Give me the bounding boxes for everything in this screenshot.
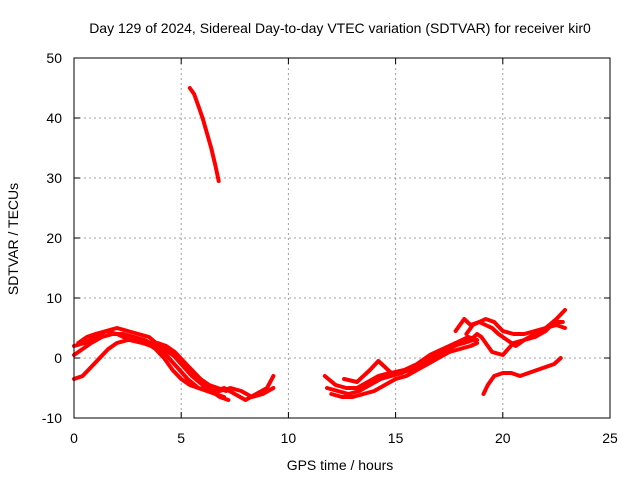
- x-tick-label: 15: [388, 430, 404, 446]
- series-line-track-14: [481, 356, 563, 396]
- x-axis-label: GPS time / hours: [287, 457, 394, 473]
- y-tick-labels: -10 0 10 20 30 40 50: [42, 50, 62, 426]
- x-tick-labels: 0 5 10 15 20 25: [70, 430, 618, 446]
- series-line-track-9: [329, 341, 480, 399]
- series-layer: [72, 86, 567, 402]
- ticks: [73, 57, 611, 419]
- x-tick-label: 20: [495, 430, 511, 446]
- y-tick-label: 50: [46, 50, 62, 66]
- y-tick-label: 30: [46, 170, 62, 186]
- y-tick-label: 10: [46, 290, 62, 306]
- x-tick-label: 0: [70, 430, 78, 446]
- series-line-track-5: [155, 341, 229, 393]
- series-line-track-6: [187, 86, 221, 183]
- grid: [74, 58, 610, 418]
- y-axis-label: SDTVAR / TECUs: [5, 183, 21, 295]
- y-tick-label: 0: [54, 350, 62, 366]
- x-tick-label: 25: [602, 430, 618, 446]
- x-tick-label: 10: [281, 430, 297, 446]
- x-tick-label: 5: [177, 430, 185, 446]
- series-line-track-11: [447, 320, 565, 357]
- y-tick-label: -10: [42, 410, 62, 426]
- y-tick-label: 20: [46, 230, 62, 246]
- y-tick-label: 40: [46, 110, 62, 126]
- chart-title: Day 129 of 2024, Sidereal Day-to-day VTE…: [89, 20, 591, 36]
- series-line-track-4: [76, 329, 231, 402]
- series-line-track-13: [453, 317, 567, 336]
- series-line-track-2: [72, 332, 276, 399]
